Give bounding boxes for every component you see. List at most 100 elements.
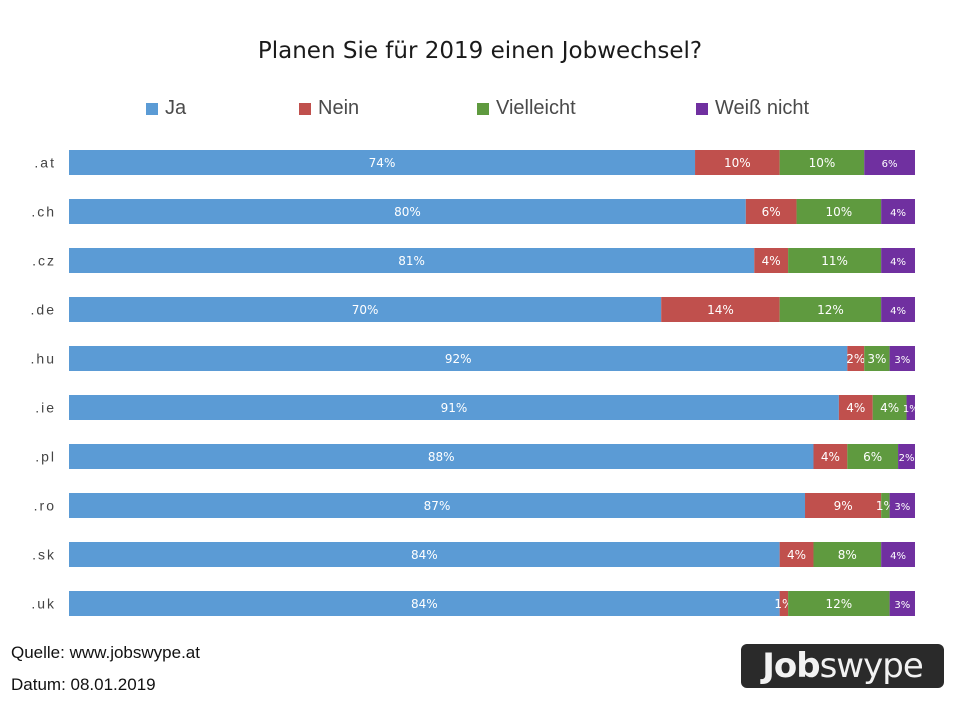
category-label: .ro bbox=[34, 498, 56, 514]
bar-segment-vielleicht bbox=[881, 493, 890, 518]
bar-segment-ja bbox=[69, 493, 806, 518]
data-label: 6% bbox=[863, 450, 882, 464]
category-label: .at bbox=[34, 155, 56, 171]
category-label: .de bbox=[31, 302, 56, 318]
bar-segment-vielleicht bbox=[779, 150, 865, 175]
data-label: 3% bbox=[894, 502, 910, 513]
bar-segment-vielleicht bbox=[813, 542, 882, 567]
bar-segment-wei-nicht bbox=[881, 199, 915, 224]
bar-segment-ja bbox=[69, 297, 662, 322]
data-label: 87% bbox=[424, 499, 451, 513]
legend-item-vielleicht: Vielleicht bbox=[477, 97, 576, 120]
data-label: 6% bbox=[762, 205, 781, 219]
category-label: .uk bbox=[31, 596, 56, 612]
bar-segment-wei-nicht bbox=[889, 591, 915, 616]
data-label: 8% bbox=[838, 548, 857, 562]
category-label: .pl bbox=[35, 449, 56, 465]
bar-segment-wei-nicht bbox=[906, 395, 915, 420]
data-label: 14% bbox=[707, 303, 734, 317]
stacked-bar-chart: .at 74% 10% 10% 6% .ch 80% 6% 10% 4% .cz 81% 4% 11% 4%… bbox=[30, 150, 919, 616]
bar-segment-ja bbox=[69, 542, 780, 567]
bar-segment-ja bbox=[69, 199, 746, 224]
category-label: .ch bbox=[31, 204, 56, 220]
bar-segment-wei-nicht bbox=[864, 150, 915, 175]
legend-swatch-nein bbox=[299, 102, 311, 115]
data-label: 84% bbox=[411, 597, 438, 611]
category-label: .cz bbox=[32, 253, 56, 269]
legend-swatch-vielleicht bbox=[477, 102, 489, 115]
data-label: 12% bbox=[817, 303, 844, 317]
data-label: 12% bbox=[826, 597, 853, 611]
data-label: 1% bbox=[903, 404, 919, 415]
data-label: 80% bbox=[394, 205, 421, 219]
legend-label-nein: Nein bbox=[318, 97, 360, 119]
data-label: 4% bbox=[880, 401, 899, 415]
data-label: 4% bbox=[890, 551, 906, 562]
data-label: 3% bbox=[867, 352, 886, 366]
bar-segment-ja bbox=[69, 591, 780, 616]
bar-segment-vielleicht bbox=[788, 248, 882, 273]
bar-segment-wei-nicht bbox=[898, 444, 915, 469]
data-label: 88% bbox=[428, 450, 455, 464]
bar-segment-ja bbox=[69, 150, 696, 175]
data-label: 3% bbox=[894, 600, 910, 611]
bar-segment-nein bbox=[695, 150, 780, 175]
bar-segment-vielleicht bbox=[788, 591, 890, 616]
data-label: 4% bbox=[890, 257, 906, 268]
bar-segment-wei-nicht bbox=[889, 346, 915, 371]
bar-segment-nein bbox=[754, 248, 789, 273]
data-label: 84% bbox=[411, 548, 438, 562]
bar-segment-nein bbox=[838, 395, 873, 420]
data-label: 6% bbox=[882, 159, 898, 170]
chart-legend: Ja Nein Vielleicht Weiß nicht bbox=[0, 97, 960, 123]
category-label: .ie bbox=[35, 400, 56, 416]
data-label: 10% bbox=[826, 205, 853, 219]
data-label: 4% bbox=[890, 306, 906, 317]
data-label: 70% bbox=[352, 303, 379, 317]
source-note: Quelle: www.jobswype.at bbox=[11, 643, 200, 662]
bar-segment-ja bbox=[69, 395, 839, 420]
legend-label-vielleicht: Vielleicht bbox=[496, 97, 576, 119]
bar-segment-nein bbox=[813, 444, 848, 469]
jobswype-logo: Jobswype bbox=[741, 644, 944, 688]
data-label: 10% bbox=[724, 156, 751, 170]
chart-title: Planen Sie für 2019 einen Jobwechsel? bbox=[257, 38, 703, 64]
date-note: Datum: 08.01.2019 bbox=[11, 675, 156, 694]
bar-segment-nein bbox=[847, 346, 865, 371]
bar-segment-nein bbox=[779, 591, 789, 616]
bar-segment-vielleicht bbox=[847, 444, 899, 469]
bar-segment-wei-nicht bbox=[881, 542, 915, 567]
data-label: 4% bbox=[846, 401, 865, 415]
legend-label-ja: Ja bbox=[165, 97, 187, 119]
bar-segment-nein bbox=[779, 542, 814, 567]
data-label: 10% bbox=[809, 156, 836, 170]
bar-segment-vielleicht bbox=[864, 346, 890, 371]
bar-segment-ja bbox=[69, 444, 814, 469]
logo-bold-text: Job bbox=[762, 646, 820, 686]
legend-item-weiss-nicht: Weiß nicht bbox=[696, 97, 809, 120]
category-label: .sk bbox=[32, 547, 56, 563]
data-label: 4% bbox=[762, 254, 781, 268]
bar-segment-ja bbox=[69, 248, 755, 273]
data-label: 3% bbox=[894, 355, 910, 366]
bar-segment-wei-nicht bbox=[881, 297, 915, 322]
data-label: 2% bbox=[846, 352, 865, 366]
data-label: 4% bbox=[821, 450, 840, 464]
data-label: 11% bbox=[821, 254, 848, 268]
data-label: 2% bbox=[899, 453, 915, 464]
bar-segment-vielleicht bbox=[796, 199, 882, 224]
bar-segment-wei-nicht bbox=[889, 493, 915, 518]
data-label: 9% bbox=[834, 499, 853, 513]
bar-segment-nein bbox=[805, 493, 882, 518]
logo-light-text: swype bbox=[819, 646, 924, 686]
legend-label-weiss-nicht: Weiß nicht bbox=[715, 97, 810, 119]
legend-item-ja: Ja bbox=[146, 97, 186, 120]
legend-swatch-weiss-nicht bbox=[696, 102, 708, 115]
data-label: 92% bbox=[445, 352, 472, 366]
data-label: 74% bbox=[369, 156, 396, 170]
bar-segment-nein bbox=[745, 199, 797, 224]
bar-segment-vielleicht bbox=[872, 395, 907, 420]
bar-segment-wei-nicht bbox=[881, 248, 915, 273]
data-label: 4% bbox=[787, 548, 806, 562]
data-label: 81% bbox=[398, 254, 425, 268]
